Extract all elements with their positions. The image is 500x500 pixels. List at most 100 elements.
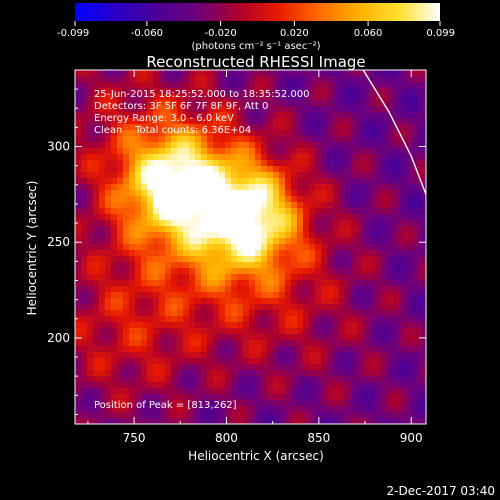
heatmap-cell — [117, 262, 124, 269]
heatmap-cell — [111, 184, 118, 191]
heatmap-cell — [327, 346, 334, 353]
heatmap-cell — [405, 256, 412, 263]
heatmap-cell — [285, 292, 292, 299]
heatmap-cell — [117, 118, 124, 125]
heatmap-cell — [165, 280, 172, 287]
heatmap-cell — [153, 292, 160, 299]
heatmap-cell — [153, 214, 160, 221]
heatmap-cell — [291, 310, 298, 317]
heatmap-cell — [405, 394, 412, 401]
heatmap-cell — [165, 178, 172, 185]
heatmap-cell — [297, 400, 304, 407]
heatmap-cell — [297, 382, 304, 389]
heatmap-cell — [393, 226, 400, 233]
heatmap-cell — [177, 358, 184, 365]
heatmap-cell — [123, 136, 130, 143]
heatmap-cell — [141, 226, 148, 233]
heatmap-cell — [207, 370, 214, 377]
heatmap-cell — [297, 100, 304, 107]
heatmap-cell — [123, 346, 130, 353]
heatmap-cell — [141, 286, 148, 293]
heatmap-cell — [411, 370, 418, 377]
heatmap-cell — [369, 184, 376, 191]
heatmap-cell — [363, 364, 370, 371]
heatmap-cell — [399, 274, 406, 281]
heatmap-cell — [399, 412, 406, 419]
heatmap-cell — [255, 130, 262, 137]
heatmap-cell — [207, 208, 214, 215]
heatmap-cell — [219, 400, 226, 407]
heatmap-cell — [393, 298, 400, 305]
heatmap-cell — [99, 304, 106, 311]
heatmap-cell — [387, 94, 394, 101]
heatmap-cell — [159, 94, 166, 101]
heatmap-cell — [135, 94, 142, 101]
heatmap-cell — [273, 70, 280, 77]
heatmap-cell — [417, 262, 424, 269]
heatmap-cell — [345, 238, 352, 245]
heatmap-cell — [231, 160, 238, 167]
heatmap-cell — [249, 70, 256, 77]
heatmap-cell — [321, 256, 328, 263]
heatmap-cell — [261, 226, 268, 233]
heatmap-cell — [165, 262, 172, 269]
heatmap-cell — [351, 352, 358, 359]
heatmap-cell — [273, 172, 280, 179]
heatmap-cell — [357, 244, 364, 251]
heatmap-cell — [99, 88, 106, 95]
heatmap-cell — [231, 340, 238, 347]
heatmap-cell — [135, 172, 142, 179]
heatmap-cell — [81, 280, 88, 287]
heatmap-cell — [399, 382, 406, 389]
heatmap-cell — [153, 172, 160, 179]
heatmap-cell — [339, 268, 346, 275]
heatmap-cell — [81, 262, 88, 269]
heatmap-cell — [333, 196, 340, 203]
heatmap-cell — [411, 226, 418, 233]
heatmap-cell — [249, 196, 256, 203]
heatmap-cell — [363, 226, 370, 233]
heatmap-cell — [321, 250, 328, 257]
heatmap-cell — [285, 118, 292, 125]
heatmap-cell — [75, 406, 82, 413]
heatmap-cell — [123, 280, 130, 287]
heatmap-cell — [345, 292, 352, 299]
heatmap-cell — [207, 274, 214, 281]
heatmap-cell — [129, 376, 136, 383]
heatmap-cell — [201, 166, 208, 173]
heatmap-cell — [423, 160, 426, 167]
heatmap-cell — [219, 244, 226, 251]
heatmap-cell — [315, 154, 322, 161]
heatmap-cell — [273, 124, 280, 131]
heatmap-cell — [321, 376, 328, 383]
heatmap-cell — [99, 358, 106, 365]
heatmap-cell — [189, 184, 196, 191]
heatmap-cell — [201, 334, 208, 341]
heatmap-cell — [399, 70, 406, 77]
heatmap-cell — [183, 400, 190, 407]
heatmap-cell — [123, 286, 130, 293]
heatmap-cell — [423, 388, 426, 395]
heatmap-cell — [249, 106, 256, 113]
heatmap-cell — [207, 412, 214, 419]
heatmap-cell — [381, 334, 388, 341]
heatmap-cell — [129, 382, 136, 389]
heatmap-cell — [375, 88, 382, 95]
heatmap-cell — [153, 328, 160, 335]
heatmap-cell — [87, 292, 94, 299]
heatmap-cell — [123, 214, 130, 221]
heatmap-cell — [135, 100, 142, 107]
heatmap-cell — [189, 370, 196, 377]
heatmap-cell — [387, 142, 394, 149]
heatmap-cell — [165, 208, 172, 215]
heatmap-cell — [117, 340, 124, 347]
heatmap-cell — [189, 226, 196, 233]
heatmap-cell — [303, 232, 310, 239]
heatmap-cell — [111, 358, 118, 365]
heatmap-cell — [177, 196, 184, 203]
heatmap-cell — [381, 184, 388, 191]
heatmap-cell — [201, 340, 208, 347]
heatmap-cell — [237, 160, 244, 167]
heatmap-cell — [75, 70, 82, 77]
heatmap-cell — [183, 280, 190, 287]
